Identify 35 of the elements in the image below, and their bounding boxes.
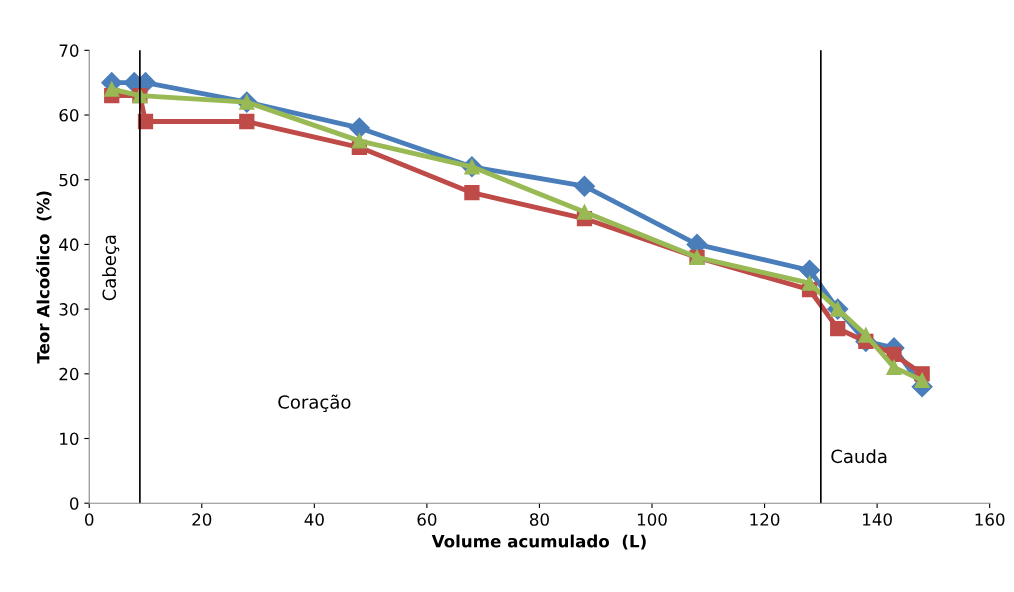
x-tick-label: 80 bbox=[529, 513, 549, 526]
y-tick-label: 60 bbox=[59, 108, 79, 122]
point bbox=[914, 372, 930, 388]
point bbox=[351, 133, 368, 149]
point bbox=[886, 359, 902, 375]
point bbox=[348, 117, 370, 139]
x-tick-label: 40 bbox=[304, 513, 324, 526]
point bbox=[239, 113, 255, 130]
point bbox=[464, 185, 480, 201]
annotation: Cauda bbox=[831, 449, 887, 464]
y-axis-title: Teor Alcoólico (%) bbox=[35, 191, 52, 364]
point bbox=[576, 204, 593, 220]
point bbox=[799, 259, 821, 281]
y-tick-label: 30 bbox=[59, 303, 79, 316]
x-tick-label: 20 bbox=[192, 513, 212, 526]
point bbox=[858, 327, 874, 343]
y-tick-label: 10 bbox=[60, 432, 79, 446]
y-tick-label: 50 bbox=[59, 173, 79, 187]
point bbox=[886, 346, 902, 363]
y-tick-label: 40 bbox=[59, 238, 79, 251]
y-tick-label: 20 bbox=[59, 367, 79, 381]
x-tick-label: 0 bbox=[85, 513, 94, 526]
x-tick-label: 100 bbox=[637, 513, 667, 526]
x-tick-label: 140 bbox=[863, 513, 892, 526]
point bbox=[104, 81, 120, 97]
annotation: Coração bbox=[278, 394, 351, 413]
annotation: Cabeça bbox=[102, 235, 120, 301]
point bbox=[830, 320, 846, 337]
y-tick-label: 0 bbox=[70, 497, 79, 510]
x-tick-label: 120 bbox=[750, 513, 780, 526]
point bbox=[573, 175, 595, 197]
x-tick-label: 60 bbox=[417, 513, 437, 526]
x-tick-label: 160 bbox=[975, 513, 1005, 526]
y-tick-label: 70 bbox=[59, 44, 79, 57]
x-axis-title: Volume acumulado (L) bbox=[431, 534, 646, 550]
